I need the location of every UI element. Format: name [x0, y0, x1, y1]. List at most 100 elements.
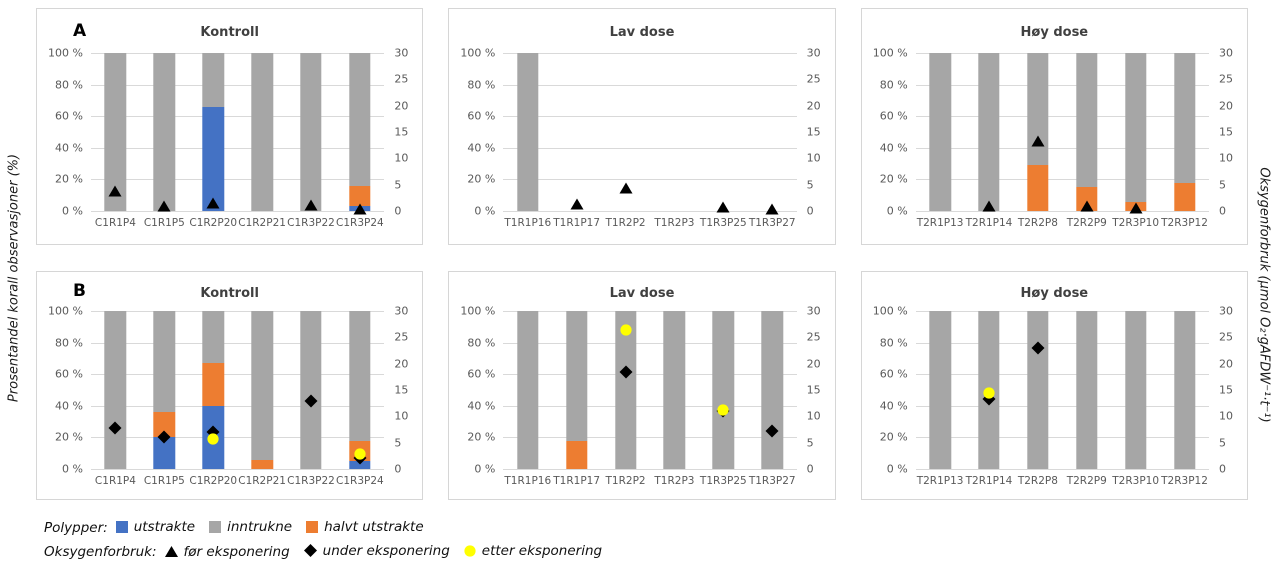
right-tick: 15 [806, 125, 821, 139]
bar-T2R2P8 [1027, 53, 1049, 211]
right-axis-ticks: 30 25 20 15 10 5 0 [384, 47, 422, 218]
category-label: C1R3P24 [336, 217, 384, 229]
bar-segment-inntrukne [251, 311, 273, 460]
right-tick: 30 [1218, 46, 1233, 60]
bar-T2R1P14 [978, 53, 1000, 211]
panels-grid: A Kontroll 100 % 80 % 60 % 40 % 20 % 0 % 30 25… [36, 8, 1248, 500]
right-tick: 10 [806, 409, 821, 423]
gridline [503, 311, 797, 312]
triangle-marker [157, 200, 171, 212]
legend-item-før-eksponering: før eksponering [164, 544, 290, 560]
bar-T2R1P13 [929, 53, 951, 211]
category-label: T1R1P17 [553, 217, 601, 229]
right-tick: 0 [806, 462, 814, 476]
bar-T1R2P3 [664, 53, 685, 211]
panel-b-hoy-dose: Høy dose 100 % 80 % 60 % 40 % 20 % 0 % 30 25 20… [860, 271, 1248, 500]
panel-header: Lav dose [449, 272, 834, 311]
right-axis-ticks: 30 25 20 15 10 5 0 [797, 47, 835, 218]
panel-b-lav-dose: Lav dose 100 % 80 % 60 % 40 % 20 % 0 % 30 25 20… [448, 271, 836, 500]
panel-title: Høy dose [1020, 286, 1089, 301]
panel-a-hoy-dose: Høy dose 100 % 80 % 60 % 40 % 20 % 0 % 30 25 20… [860, 8, 1248, 245]
bar-T1R1P16 [517, 311, 539, 469]
gridline [915, 374, 1209, 376]
plot-area [503, 311, 797, 470]
right-tick: 5 [394, 178, 402, 192]
left-tick: 100 % [460, 46, 496, 60]
bar-segment-inntrukne [202, 53, 224, 107]
left-tick: 0 % [474, 462, 496, 476]
left-tick: 20 % [55, 430, 83, 444]
left-tick: 40 % [55, 399, 83, 413]
bar-T1R3P25 [713, 53, 734, 211]
bar-segment-halvt-utstrakte [153, 412, 176, 438]
left-tick: 80 % [879, 336, 908, 350]
right-tick: 10 [806, 151, 821, 165]
gridline [503, 342, 797, 344]
bar-segment-inntrukne [614, 311, 637, 469]
right-axis-label: Oksygenforbruk (µmol O₂·gAFDW⁻¹·t⁻¹) [1256, 167, 1272, 423]
plot-wrap: 100 % 80 % 60 % 40 % 20 % 0 % 30 25 20 15 10 5 0 [37, 305, 422, 476]
legend-items-oksygenforbruk: før eksponering under eksponering etter ek… [164, 543, 617, 562]
left-tick: 0 % [62, 204, 83, 218]
left-tick: 20 % [467, 430, 496, 444]
right-tick: 25 [806, 72, 821, 86]
diamond-marker [108, 421, 122, 435]
right-tick: 0 [394, 204, 402, 218]
gridline [503, 374, 797, 376]
triangle-marker [353, 203, 367, 215]
triangle-marker [1080, 200, 1094, 212]
bar-C1R2P20 [202, 311, 224, 469]
panel-title: Kontroll [200, 25, 259, 40]
left-tick: 40 % [55, 141, 83, 155]
panel-header: Lav dose [449, 9, 834, 53]
right-axis-ticks: 30 25 20 15 10 5 0 [384, 305, 422, 476]
left-tick: 60 % [55, 367, 83, 381]
circle-legend-swatch [464, 545, 476, 557]
bar-segment-inntrukne [1027, 311, 1049, 469]
triangle-legend-swatch [164, 546, 178, 558]
category-label: C1R1P5 [143, 217, 185, 229]
category-label: C1R3P22 [287, 217, 335, 229]
right-tick: 30 [394, 46, 409, 60]
right-axis-ticks: 30 25 20 15 10 5 0 [1209, 47, 1247, 218]
bar-segment-inntrukne [1124, 311, 1147, 469]
bar-segment-halvt-utstrakte [202, 363, 224, 406]
left-tick: 60 % [55, 109, 83, 123]
left-tick: 0 % [474, 204, 496, 218]
gridline [503, 116, 797, 118]
left-tick: 0 % [886, 204, 908, 218]
bar-C1R3P24 [349, 53, 371, 211]
category-label: T2R3P12 [1161, 217, 1208, 229]
legend-row-polypper: Polypper: utstrakte inntrukne halvt utstra… [44, 516, 616, 540]
circle-marker [619, 324, 632, 336]
bar-T2R1P13 [929, 311, 951, 469]
plot-wrap: 100 % 80 % 60 % 40 % 20 % 0 % 30 25 20 15 10 5 0 [449, 47, 835, 218]
triangle-marker [1031, 135, 1045, 147]
left-tick: 20 % [879, 172, 908, 186]
diamond-marker [1031, 341, 1045, 355]
left-tick: 60 % [879, 109, 908, 123]
panel-header: A Kontroll [37, 9, 422, 53]
right-tick: 10 [394, 409, 409, 423]
category-label: T1R1P17 [553, 475, 601, 487]
bar-segment-inntrukne [104, 53, 127, 211]
left-axis-ticks: 100 % 80 % 60 % 40 % 20 % 0 % [37, 47, 91, 218]
gridline [503, 53, 797, 54]
category-label: C1R1P5 [143, 475, 185, 487]
bar-segment-inntrukne [978, 53, 1000, 211]
gridline [503, 179, 797, 181]
panel-header: Høy dose [862, 272, 1247, 311]
gridline [503, 211, 797, 212]
legend-item-label: etter eksponering [481, 543, 603, 560]
category-label: T2R1P14 [965, 475, 1013, 487]
square-legend-swatch [306, 521, 319, 533]
bar-T2R2P8 [1027, 311, 1049, 469]
plot-area [91, 311, 385, 470]
legend-item-etter-eksponering: etter eksponering [464, 543, 602, 559]
category-labels: T1R1P16 T1R1P17 T1R2P2 T1R2P3 T1R3P25 T1R3P27 [503, 473, 796, 499]
category-label: T2R3P10 [1112, 475, 1160, 487]
category-label: T1R1P16 [504, 475, 552, 487]
left-tick: 80 % [55, 78, 83, 92]
bar-segment-inntrukne [929, 311, 951, 469]
gridline [91, 342, 385, 344]
